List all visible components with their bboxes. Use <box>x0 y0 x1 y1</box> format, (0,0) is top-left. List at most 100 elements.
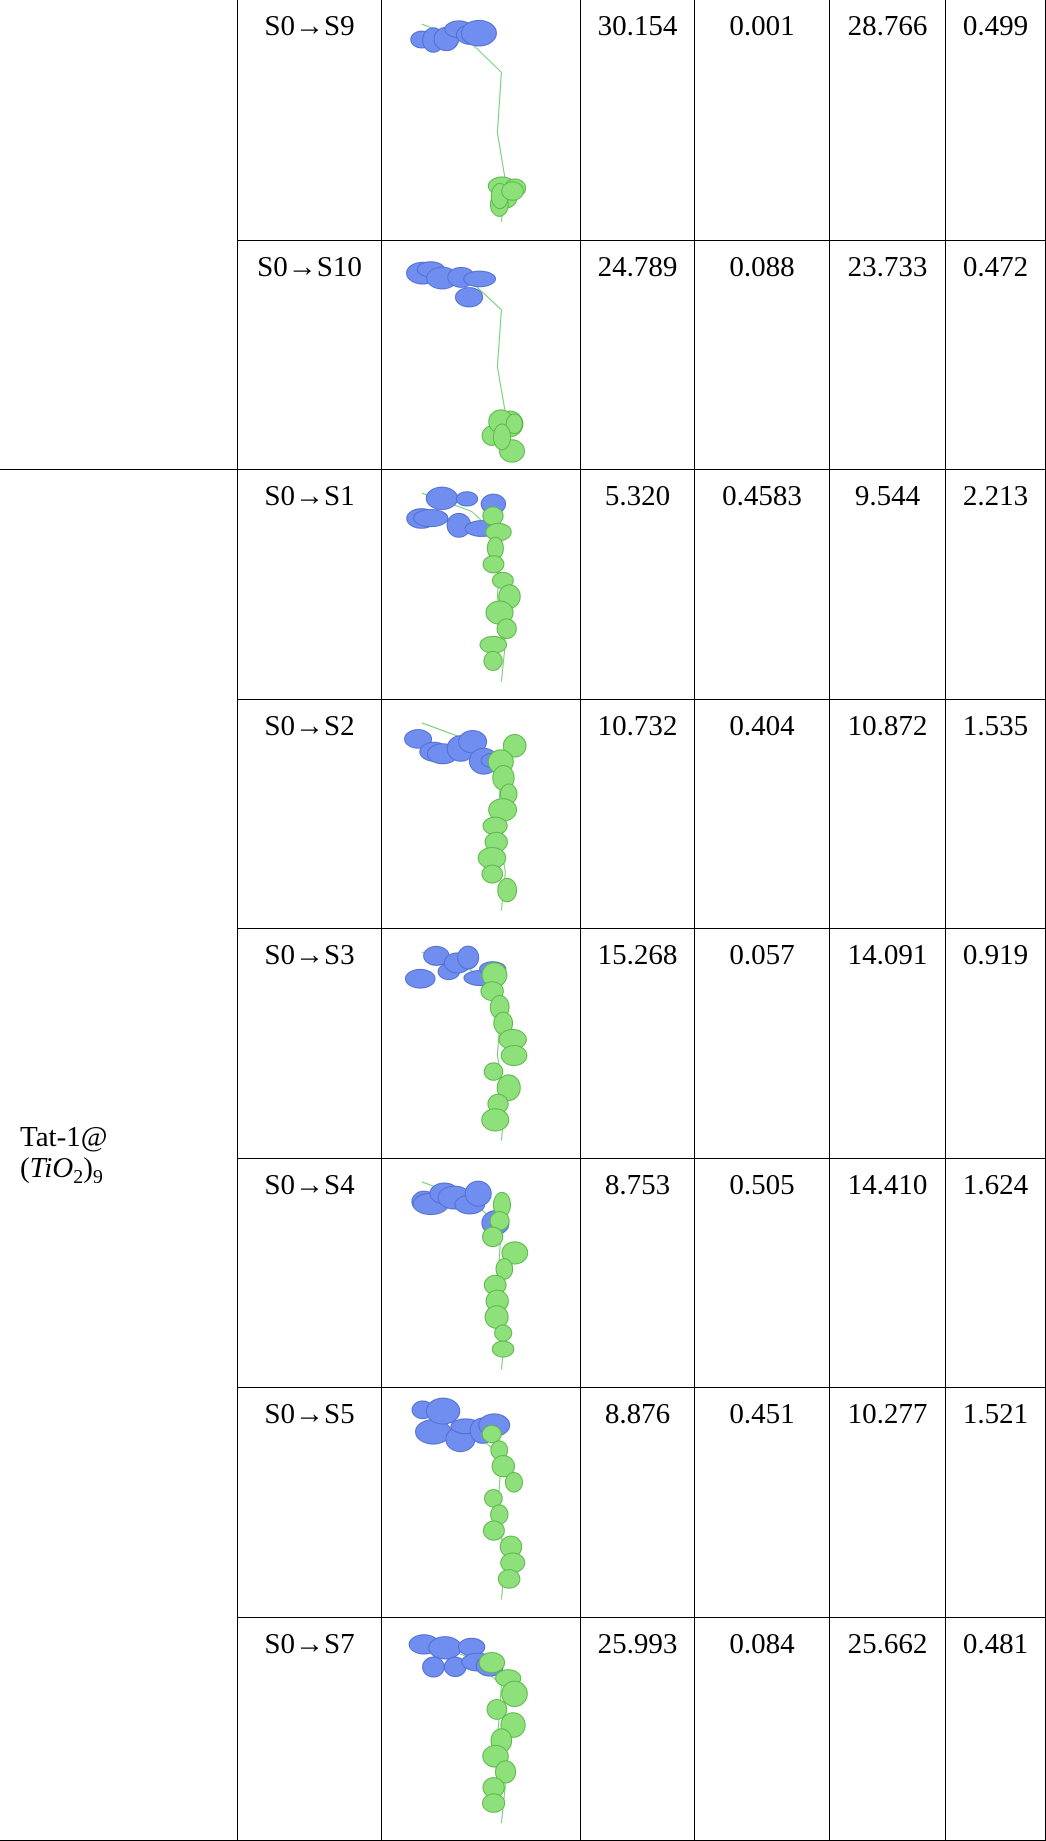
transition-cell: S0→S10 <box>237 241 382 470</box>
orbital-lobe <box>482 1425 501 1442</box>
label-formula: (TiO2)9 <box>20 1153 107 1188</box>
value-cell: 24.789 <box>581 241 695 470</box>
orbital-lobe <box>426 487 457 509</box>
transition-cell: S0→S9 <box>237 0 382 241</box>
orbital-lobe <box>482 865 503 883</box>
orbital-lobe <box>483 507 503 525</box>
table-page: S0→S930.1540.00128.7660.499S0→S1024.7890… <box>0 0 1046 1841</box>
image-cell <box>382 700 581 929</box>
orbital-lobe <box>501 1045 527 1065</box>
orbital-image <box>382 1618 581 1841</box>
value-cell: 0.451 <box>695 1388 830 1618</box>
orbital-image <box>382 700 581 929</box>
value-cell: 25.662 <box>830 1618 946 1841</box>
image-cell <box>382 0 581 241</box>
group-cell: Tat-1@(TiO2)9 <box>0 470 237 1841</box>
orbital-lobe <box>461 20 496 46</box>
group-label: Tat-1@(TiO2)9 <box>20 1122 107 1187</box>
orbital-lobe <box>426 1398 459 1424</box>
orbital-lobe <box>483 1227 503 1246</box>
image-cell <box>382 1618 581 1841</box>
orbital-lobe <box>502 1681 528 1706</box>
value-cell: 1.535 <box>946 700 1046 929</box>
orbital-lobe <box>497 619 516 639</box>
orbital-image <box>382 0 581 241</box>
value-cell: 1.624 <box>946 1159 1046 1388</box>
value-cell: 14.410 <box>830 1159 946 1388</box>
value-cell: 0.499 <box>946 0 1046 241</box>
orbital-image <box>382 1388 581 1618</box>
orbital-lobe <box>482 1794 504 1812</box>
orbital-lobe <box>483 1521 504 1540</box>
orbital-lobe <box>484 1063 503 1080</box>
orbital-image <box>382 929 581 1159</box>
orbital-lobe <box>498 1570 520 1589</box>
orbital-lobe <box>429 1637 461 1659</box>
orbital-lobe <box>455 288 482 307</box>
transition-cell: S0→S2 <box>237 700 382 929</box>
value-cell: 0.919 <box>946 929 1046 1159</box>
value-cell: 0.481 <box>946 1618 1046 1841</box>
orbital-lobe <box>492 1341 514 1357</box>
image-cell <box>382 1388 581 1618</box>
orbital-lobe <box>479 1652 504 1672</box>
value-cell: 10.277 <box>830 1388 946 1618</box>
transition-cell: S0→S7 <box>237 1618 382 1841</box>
orbital-lobe <box>505 1473 522 1493</box>
value-cell: 14.091 <box>830 929 946 1159</box>
orbital-lobe <box>458 946 479 969</box>
orbital-lobe <box>465 1181 491 1206</box>
orbital-image <box>382 241 581 470</box>
image-cell <box>382 1159 581 1388</box>
value-cell: 0.001 <box>695 0 830 241</box>
value-cell: 1.521 <box>946 1388 1046 1618</box>
orbital-lobe <box>456 492 477 506</box>
value-cell: 0.088 <box>695 241 830 470</box>
value-cell: 8.876 <box>581 1388 695 1618</box>
value-cell: 10.872 <box>830 700 946 929</box>
orbital-lobe <box>484 651 502 670</box>
value-cell: 30.154 <box>581 0 695 241</box>
formula-part: ( <box>20 1152 30 1184</box>
orbital-lobe <box>405 969 435 988</box>
orbital-image <box>382 1159 581 1388</box>
formula-part: ) <box>83 1152 93 1184</box>
orbital-lobe <box>502 182 524 200</box>
value-cell: 0.4583 <box>695 470 830 700</box>
orbital-lobe <box>464 271 496 287</box>
orbital-lobe <box>498 878 517 901</box>
value-cell: 5.320 <box>581 470 695 700</box>
transition-cell: S0→S4 <box>237 1159 382 1388</box>
orbital-lobe <box>482 1109 509 1131</box>
transition-cell: S0→S3 <box>237 929 382 1159</box>
orbital-lobe <box>480 636 507 653</box>
orbital-lobe <box>495 1325 512 1341</box>
orbital-lobe <box>493 424 510 450</box>
transition-cell: S0→S5 <box>237 1388 382 1618</box>
image-cell <box>382 470 581 700</box>
formula-part: TiO <box>30 1152 74 1184</box>
value-cell: 0.057 <box>695 929 830 1159</box>
image-cell <box>382 241 581 470</box>
value-cell: 9.544 <box>830 470 946 700</box>
orbital-lobe <box>414 509 448 526</box>
transition-cell: S0→S1 <box>237 470 382 700</box>
value-cell: 0.404 <box>695 700 830 929</box>
orbital-lobe <box>483 556 504 573</box>
value-cell: 25.993 <box>581 1618 695 1841</box>
label-prefix: Tat-1@ <box>20 1122 107 1152</box>
value-cell: 8.753 <box>581 1159 695 1388</box>
value-cell: 15.268 <box>581 929 695 1159</box>
orbital-image <box>382 470 581 700</box>
formula-part: 9 <box>93 1166 103 1188</box>
orbital-lobe <box>423 1657 445 1677</box>
image-cell <box>382 929 581 1159</box>
value-cell: 0.472 <box>946 241 1046 470</box>
value-cell: 0.505 <box>695 1159 830 1388</box>
value-cell: 0.084 <box>695 1618 830 1841</box>
value-cell: 10.732 <box>581 700 695 929</box>
value-cell: 28.766 <box>830 0 946 241</box>
group-cell <box>0 0 237 470</box>
value-cell: 23.733 <box>830 241 946 470</box>
formula-part: 2 <box>73 1166 83 1188</box>
